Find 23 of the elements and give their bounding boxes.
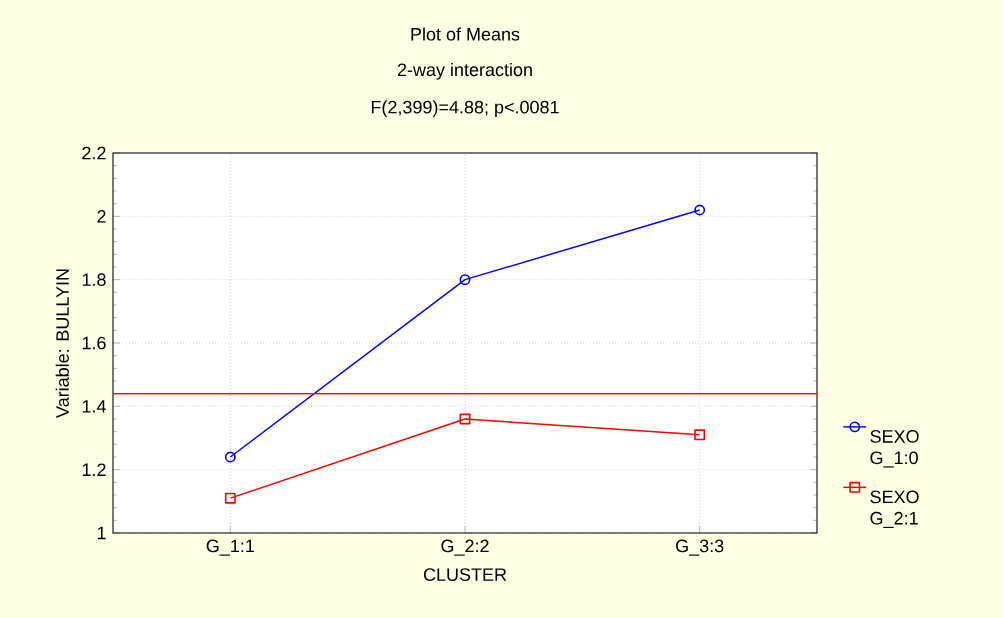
point: [694, 204, 706, 216]
point: [224, 451, 236, 463]
y-axis-title: Variable: BULLYIN: [55, 269, 69, 418]
chart-title: Plot of Means: [411, 27, 520, 41]
legend-label: SEXO G_1:0: [870, 430, 919, 468]
point: [459, 274, 471, 286]
y-tick-label: 1: [97, 526, 106, 540]
x-axis-title: CLUSTER: [423, 568, 507, 581]
y-tick-label: 2.2: [82, 146, 106, 160]
point: [459, 413, 471, 425]
x-tick-label: G_2:2: [441, 539, 489, 556]
y-tick-label: 1.4: [82, 400, 106, 413]
point: [694, 429, 706, 441]
y-tick-label: 1.6: [82, 336, 106, 350]
x-tick-label: G_3:3: [676, 539, 724, 556]
text: F(2,399)=4.88; p<.0081: [371, 100, 559, 118]
legend-label: SEXO G_2:1: [870, 490, 919, 529]
chart-subtitle: 2-way interaction: [397, 62, 532, 80]
y-tick-label: 1.2: [82, 463, 106, 476]
point: [224, 492, 236, 504]
y-tick-label: 2: [97, 210, 106, 223]
y-tick-label: 1.8: [82, 273, 106, 287]
x-tick-label: G_1:1: [206, 539, 254, 556]
